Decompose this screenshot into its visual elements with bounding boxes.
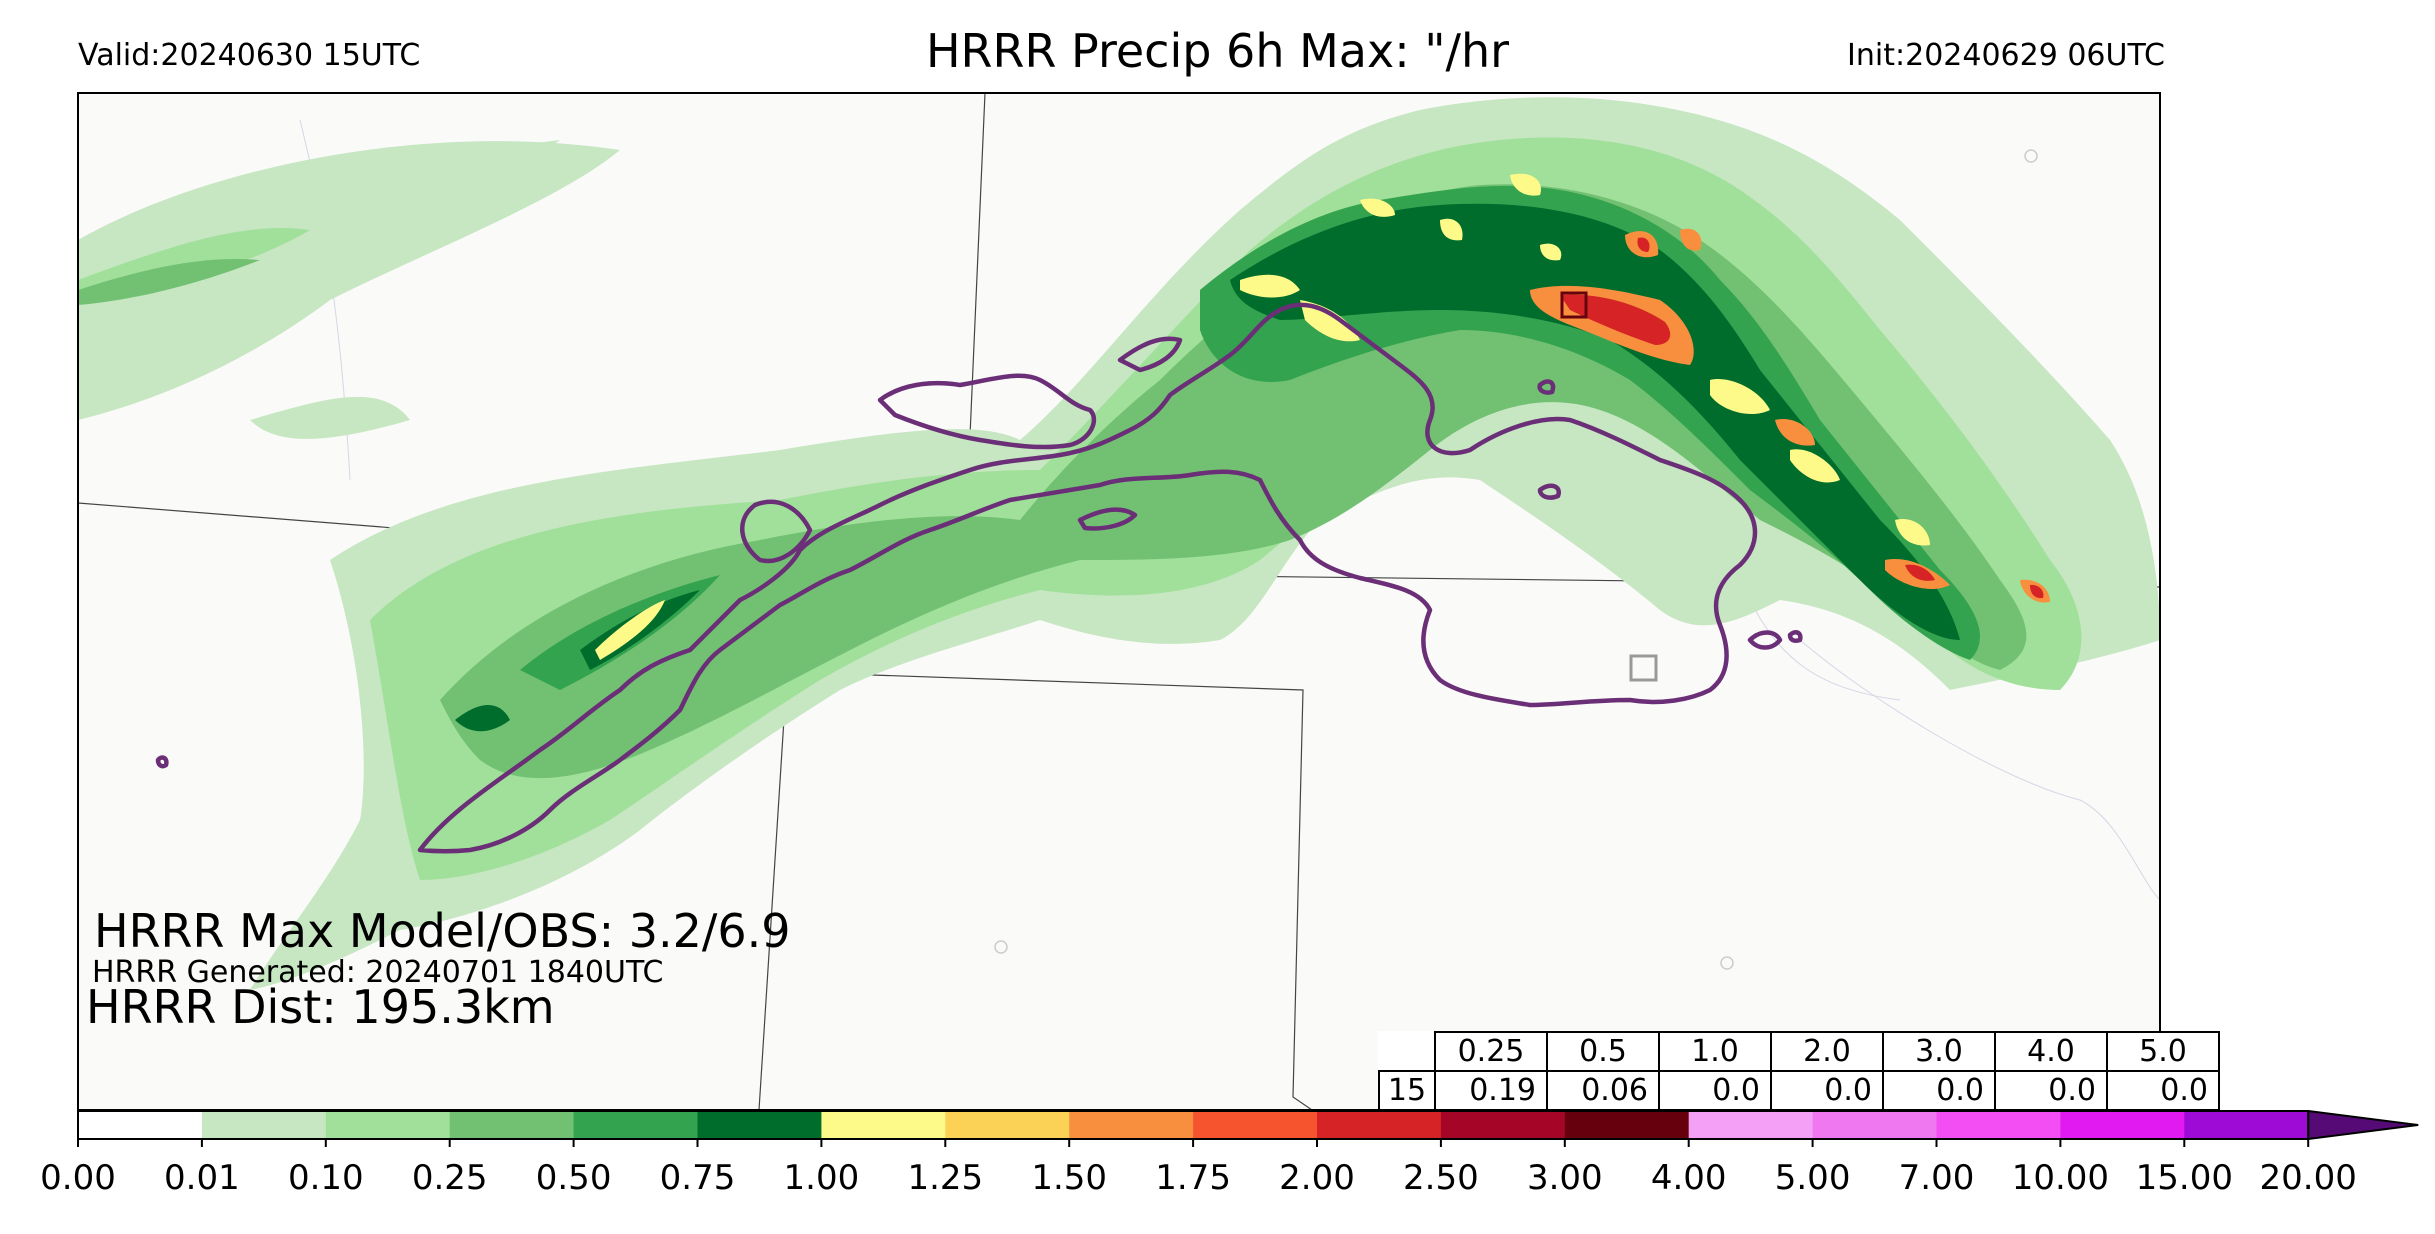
threshold-cell: 2.0 bbox=[1770, 1031, 1884, 1072]
value-cell: 0.0 bbox=[1882, 1070, 1996, 1111]
colorbar-segment bbox=[78, 1111, 203, 1139]
max-model-obs-label: HRRR Max Model/OBS: 3.2/6.9 bbox=[94, 904, 791, 958]
colorbar bbox=[77, 1109, 2419, 1147]
threshold-cell: 5.0 bbox=[2106, 1031, 2220, 1072]
value-cell: 0.0 bbox=[1770, 1070, 1884, 1111]
colorbar-segment bbox=[449, 1111, 575, 1139]
init-time: Init:20240629 06UTC bbox=[1847, 38, 2165, 73]
colorbar-tick-label: 2.00 bbox=[1279, 1158, 1355, 1198]
colorbar-tick-label: 20.00 bbox=[2259, 1158, 2357, 1198]
colorbar-segment bbox=[1440, 1111, 1566, 1139]
threshold-cell: 0.25 bbox=[1434, 1031, 1548, 1072]
precip-yellow bbox=[595, 173, 1930, 660]
threshold-value-row: 15 0.19 0.06 0.0 0.0 0.0 0.0 0.0 bbox=[1378, 1070, 2220, 1111]
colorbar-segment bbox=[1688, 1111, 1814, 1139]
colorbar-tick-label: 0.75 bbox=[659, 1158, 736, 1198]
table-spacer bbox=[1379, 1032, 1435, 1071]
colorbar-tick-label: 1.25 bbox=[907, 1158, 984, 1198]
colorbar-segment bbox=[1812, 1111, 1937, 1139]
colorbar-tick-label: 5.00 bbox=[1774, 1158, 1851, 1198]
colorbar-tick-label: 3.00 bbox=[1526, 1158, 1603, 1198]
colorbar-tick-label: 10.00 bbox=[2011, 1158, 2110, 1198]
row-label: 15 bbox=[1378, 1070, 1436, 1111]
colorbar-segment bbox=[2060, 1111, 2185, 1139]
threshold-table: 0.25 0.5 1.0 2.0 3.0 4.0 5.0 15 0.19 0.0… bbox=[1378, 1031, 2220, 1111]
colorbar-segment bbox=[1936, 1111, 2061, 1139]
colorbar-tick-label: 2.50 bbox=[1403, 1158, 1479, 1198]
colorbar-tick-label: 0.10 bbox=[287, 1158, 364, 1198]
value-cell: 0.0 bbox=[1994, 1070, 2108, 1111]
colorbar-segment bbox=[1069, 1111, 1194, 1139]
colorbar-tick-label: 0.50 bbox=[535, 1158, 612, 1198]
threshold-header-row: 0.25 0.5 1.0 2.0 3.0 4.0 5.0 bbox=[1379, 1031, 2220, 1072]
colorbar-extend-arrow bbox=[2307, 1109, 2419, 1141]
distance-label: HRRR Dist: 195.3km bbox=[86, 980, 555, 1034]
page-title: HRRR Precip 6h Max: "/hr bbox=[925, 24, 1510, 78]
colorbar-segment bbox=[945, 1111, 1070, 1139]
colorbar-segment bbox=[1564, 1111, 1690, 1139]
colorbar-segment bbox=[1193, 1111, 1318, 1139]
obs-location-box bbox=[1560, 291, 1588, 319]
colorbar-tick-label: 0.00 bbox=[40, 1158, 116, 1198]
obs-outline bbox=[155, 302, 1803, 854]
generated-label: HRRR Generated: 20240701 1840UTC bbox=[92, 955, 664, 990]
colorbar-tick-label: 1.50 bbox=[1031, 1158, 1108, 1198]
precip-red bbox=[1560, 237, 2044, 599]
colorbar-tick-label: 7.00 bbox=[1898, 1158, 1975, 1198]
station-markers bbox=[994, 149, 2038, 970]
colorbar-segment bbox=[821, 1111, 946, 1139]
threshold-cell: 4.0 bbox=[1994, 1031, 2108, 1072]
threshold-cell: 3.0 bbox=[1882, 1031, 1996, 1072]
colorbar-segment bbox=[1317, 1111, 1442, 1139]
colorbar-segment bbox=[201, 1111, 327, 1139]
valid-time: Valid:20240630 15UTC bbox=[78, 38, 421, 73]
threshold-cell: 0.5 bbox=[1546, 1031, 1660, 1072]
value-cell: 0.19 bbox=[1434, 1070, 1548, 1111]
value-cell: 0.0 bbox=[2106, 1070, 2220, 1111]
threshold-cell: 1.0 bbox=[1658, 1031, 1772, 1072]
colorbar-tick-label: 0.25 bbox=[411, 1158, 488, 1198]
colorbar-segment bbox=[697, 1111, 822, 1139]
colorbar-segment bbox=[573, 1111, 698, 1139]
colorbar-tick-label: 1.00 bbox=[783, 1158, 860, 1198]
colorbar-segment bbox=[325, 1111, 451, 1139]
colorbar-tick-label: 4.00 bbox=[1650, 1158, 1727, 1198]
colorbar-tick-label: 0.01 bbox=[164, 1158, 240, 1198]
model-location-box bbox=[1629, 654, 1658, 682]
colorbar-tick-label: 1.75 bbox=[1155, 1158, 1231, 1198]
colorbar-segment bbox=[2184, 1111, 2309, 1139]
colorbar-tick-label: 15.00 bbox=[2135, 1158, 2233, 1198]
value-cell: 0.06 bbox=[1546, 1070, 1660, 1111]
value-cell: 0.0 bbox=[1658, 1070, 1772, 1111]
